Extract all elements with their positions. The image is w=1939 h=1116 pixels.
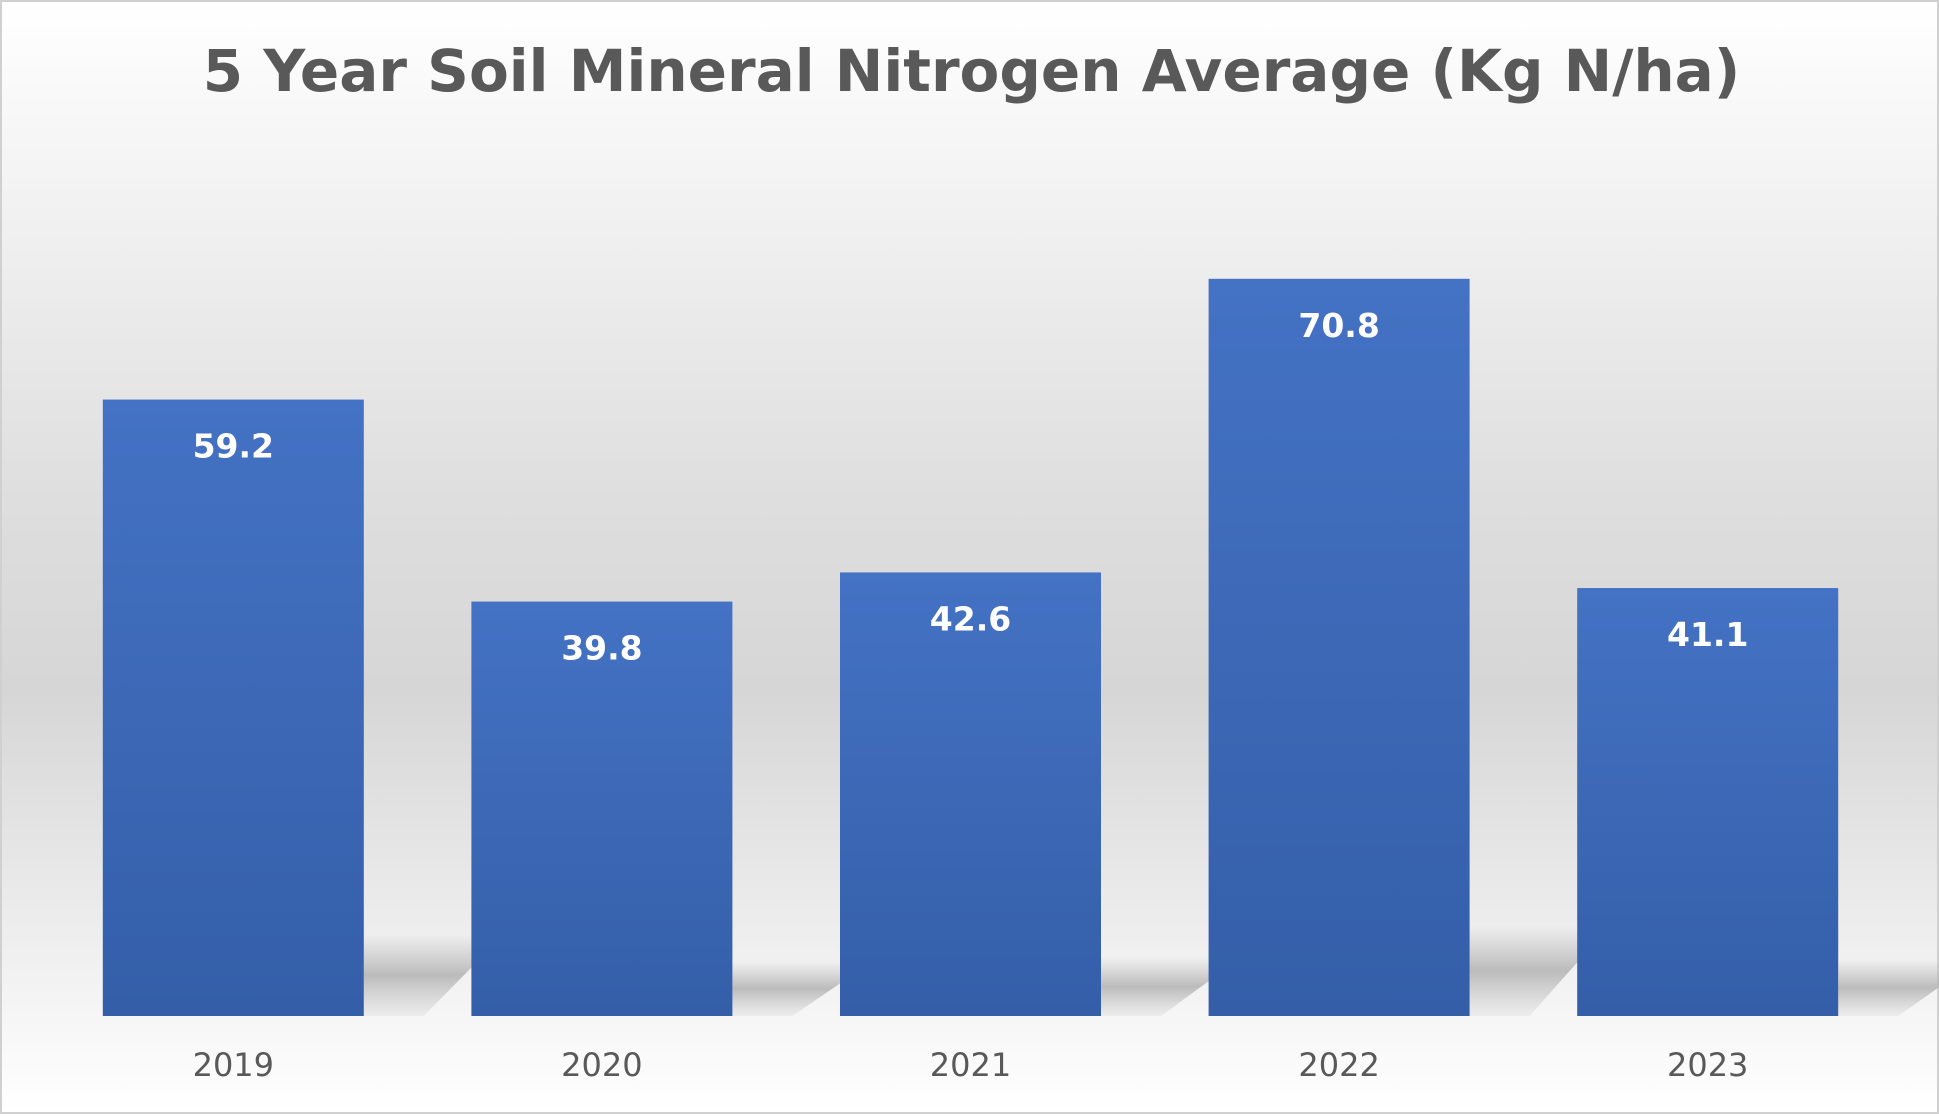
x-tick-label: 2022 (1298, 1046, 1379, 1084)
data-label: 70.8 (1298, 306, 1379, 345)
data-label: 39.8 (561, 629, 642, 668)
bar-shadow (1469, 926, 1610, 1016)
bar-2023 (1577, 588, 1839, 1016)
bar-2020 (471, 601, 733, 1016)
x-tick-label: 2023 (1667, 1046, 1748, 1084)
bar-shadow (732, 961, 873, 1016)
bar-2021 (840, 572, 1101, 1016)
x-tick-label: 2021 (930, 1046, 1011, 1084)
x-tick-label: 2019 (193, 1046, 274, 1084)
bar-shadow (1101, 957, 1241, 1016)
chart-title: 5 Year Soil Mineral Nitrogen Average (Kg… (202, 37, 1741, 105)
bar-shadow (363, 934, 504, 1016)
bar-shadow (1838, 959, 1939, 1016)
bar-2022 (1208, 278, 1470, 1016)
data-label: 59.2 (193, 427, 274, 466)
data-label: 41.1 (1667, 615, 1748, 654)
x-tick-label: 2020 (561, 1046, 642, 1084)
bar-2019 (102, 399, 364, 1017)
data-label: 42.6 (930, 599, 1011, 638)
